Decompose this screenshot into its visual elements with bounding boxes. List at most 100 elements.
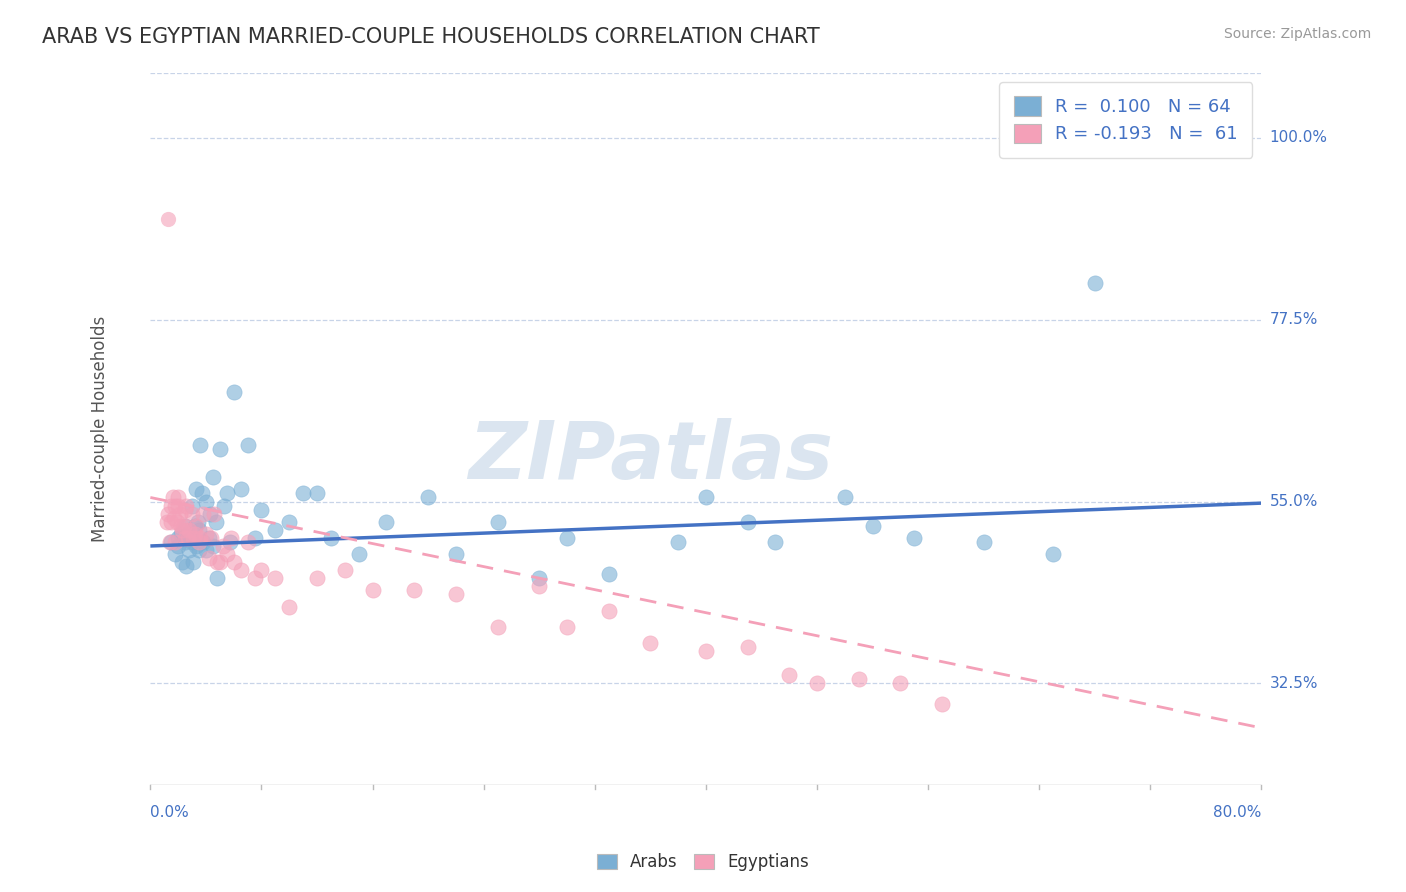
Point — [973, 535, 995, 549]
Point — [186, 518, 208, 533]
Point — [205, 555, 228, 569]
Point — [190, 531, 212, 545]
Point — [250, 563, 273, 577]
Point — [181, 535, 204, 549]
Point — [375, 515, 398, 529]
Point — [555, 620, 578, 634]
Point — [292, 486, 315, 500]
Point — [176, 559, 198, 574]
Point — [194, 526, 217, 541]
Point — [200, 531, 222, 545]
Point — [197, 531, 219, 545]
Point — [229, 563, 252, 577]
Point — [187, 515, 209, 529]
Point — [179, 523, 201, 537]
Point — [167, 499, 190, 513]
Point — [174, 535, 197, 549]
Point — [181, 499, 204, 513]
Point — [806, 676, 828, 690]
Text: 100.0%: 100.0% — [1270, 130, 1327, 145]
Point — [212, 499, 235, 513]
Point — [181, 507, 204, 521]
Point — [188, 523, 211, 537]
Point — [243, 531, 266, 545]
Point — [191, 507, 214, 521]
Text: ZIPatlas: ZIPatlas — [468, 418, 832, 496]
Point — [416, 491, 439, 505]
Point — [204, 515, 226, 529]
Point — [529, 579, 551, 593]
Point — [848, 673, 870, 687]
Point — [278, 515, 301, 529]
Point — [163, 510, 186, 524]
Point — [737, 640, 759, 654]
Point — [486, 515, 509, 529]
Point — [170, 518, 193, 533]
Point — [640, 636, 662, 650]
Point — [903, 531, 925, 545]
Point — [236, 438, 259, 452]
Point — [236, 535, 259, 549]
Point — [264, 571, 287, 585]
Point — [347, 547, 370, 561]
Point — [183, 555, 205, 569]
Point — [834, 491, 856, 505]
Point — [201, 470, 224, 484]
Point — [190, 438, 212, 452]
Point — [179, 543, 201, 558]
Text: 55.0%: 55.0% — [1270, 494, 1317, 509]
Point — [598, 567, 620, 582]
Point — [305, 486, 328, 500]
Text: 32.5%: 32.5% — [1270, 676, 1319, 691]
Point — [529, 571, 551, 585]
Point — [173, 518, 195, 533]
Text: 0.0%: 0.0% — [150, 805, 190, 820]
Point — [202, 507, 225, 521]
Point — [156, 515, 179, 529]
Point — [219, 531, 242, 545]
Point — [250, 502, 273, 516]
Point — [176, 499, 198, 513]
Point — [1292, 244, 1315, 258]
Point — [165, 535, 187, 549]
Point — [264, 523, 287, 537]
Point — [205, 571, 228, 585]
Point — [889, 676, 911, 690]
Point — [215, 486, 238, 500]
Point — [598, 604, 620, 618]
Point — [190, 486, 212, 500]
Point — [191, 535, 214, 549]
Point — [1042, 547, 1064, 561]
Point — [222, 555, 245, 569]
Text: 77.5%: 77.5% — [1270, 312, 1317, 327]
Point — [931, 697, 953, 711]
Point — [177, 531, 200, 545]
Point — [184, 518, 207, 533]
Text: ARAB VS EGYPTIAN MARRIED-COUPLE HOUSEHOLDS CORRELATION CHART: ARAB VS EGYPTIAN MARRIED-COUPLE HOUSEHOL… — [42, 27, 820, 46]
Point — [211, 539, 233, 553]
Text: Source: ZipAtlas.com: Source: ZipAtlas.com — [1223, 27, 1371, 41]
Point — [188, 543, 211, 558]
Text: 80.0%: 80.0% — [1213, 805, 1261, 820]
Text: Married-couple Households: Married-couple Households — [91, 316, 110, 541]
Point — [1084, 276, 1107, 290]
Point — [218, 535, 240, 549]
Point — [222, 385, 245, 400]
Point — [486, 620, 509, 634]
Point — [179, 531, 201, 545]
Point — [444, 587, 467, 601]
Point — [215, 547, 238, 561]
Point — [555, 531, 578, 545]
Point — [737, 515, 759, 529]
Point — [174, 518, 197, 533]
Point — [184, 526, 207, 541]
Point — [188, 535, 211, 549]
Point — [194, 543, 217, 558]
Point — [174, 502, 197, 516]
Point — [186, 539, 208, 553]
Point — [183, 531, 205, 545]
Point — [157, 211, 180, 226]
Point — [444, 547, 467, 561]
Point — [165, 547, 187, 561]
Point — [361, 583, 384, 598]
